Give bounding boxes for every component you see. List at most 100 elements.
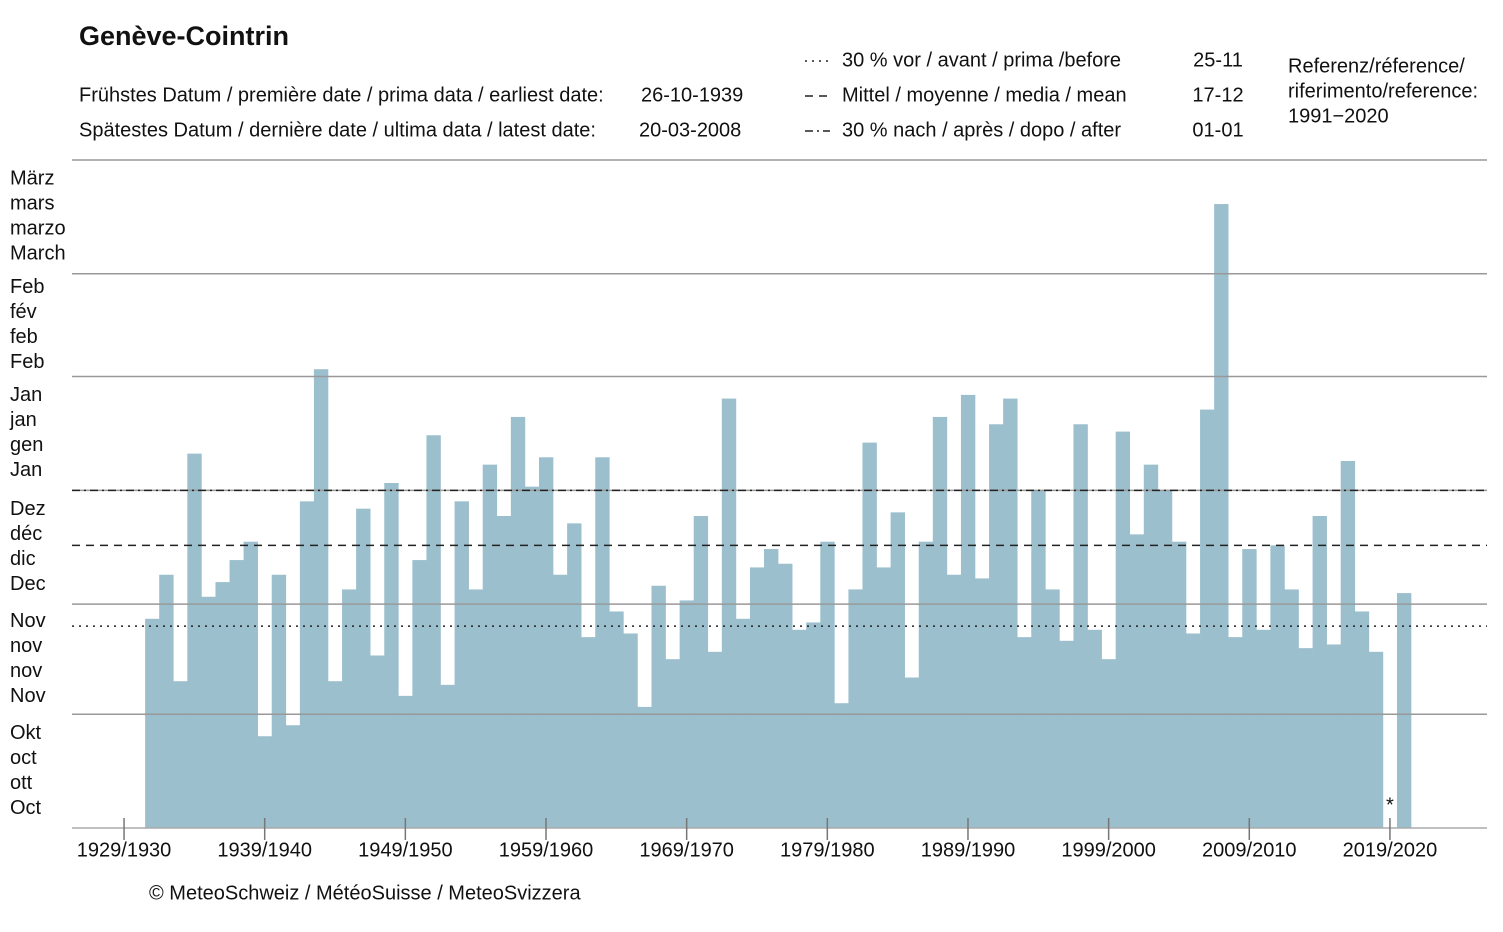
bar: [595, 457, 610, 828]
bar: [792, 629, 807, 828]
y-month-label: März: [10, 168, 54, 190]
y-month-label: Feb: [10, 276, 44, 298]
y-month-label: Jan: [10, 384, 42, 406]
bar: [327, 681, 343, 828]
y-month-label: nov: [10, 660, 42, 682]
bar: [1143, 464, 1159, 828]
annotation: *: [1386, 794, 1394, 816]
x-tick-label: 1989/1990: [921, 839, 1016, 861]
bar: [778, 563, 793, 828]
bar: [159, 574, 174, 828]
bar: [693, 516, 709, 828]
bar: [1157, 490, 1173, 828]
bar: [1256, 629, 1271, 828]
y-month-label: March: [10, 243, 66, 265]
x-tick-label: 1929/1930: [77, 839, 172, 861]
x-tick-label: 2019/2020: [1343, 839, 1438, 861]
bar: [1214, 204, 1229, 829]
y-month-label: Okt: [10, 722, 42, 744]
bar: [1228, 637, 1243, 828]
legend-label: Mittel / moyenne / media / mean: [842, 84, 1127, 106]
bar: [538, 457, 554, 828]
x-tick-label: 1959/1960: [499, 839, 594, 861]
bar: [665, 659, 680, 828]
bar: [412, 560, 427, 828]
earliest-label: Frühstes Datum / première date / prima d…: [79, 84, 604, 106]
bar: [243, 541, 258, 828]
x-tick-label: 1979/1980: [780, 839, 875, 861]
x-tick-label: 1949/1950: [358, 839, 453, 861]
bar: [496, 516, 512, 828]
bar: [581, 637, 596, 828]
bar: [1298, 648, 1313, 828]
bar: [1045, 589, 1060, 828]
y-month-label: fév: [10, 301, 37, 323]
bar: [567, 523, 582, 828]
bar: [313, 369, 329, 828]
y-month-label: Nov: [10, 610, 46, 632]
bar: [1031, 490, 1046, 828]
y-month-label: nov: [10, 635, 42, 657]
bar: [749, 567, 765, 828]
bar: [918, 541, 934, 828]
bar: [1115, 431, 1131, 828]
bar: [820, 541, 835, 828]
bar: [229, 560, 244, 828]
bar: [1368, 651, 1384, 828]
bar: [932, 416, 948, 828]
bar: [1284, 589, 1299, 828]
y-month-label: Oct: [10, 797, 42, 819]
bar: [707, 651, 723, 828]
bar: [398, 695, 413, 828]
y-month-label: marzo: [10, 218, 66, 240]
bar: [482, 464, 498, 828]
bar: [834, 703, 849, 828]
bar: [862, 442, 877, 828]
bar: [890, 512, 905, 828]
bar: [975, 578, 990, 828]
bar: [201, 596, 216, 828]
bar: [440, 684, 455, 828]
y-month-label: jan: [9, 409, 37, 431]
bar: [735, 618, 751, 828]
bar: [904, 677, 920, 828]
bar: [651, 585, 666, 828]
bar: [960, 394, 976, 828]
x-tick-label: 1939/1940: [217, 839, 312, 861]
bar: [1242, 549, 1257, 828]
bar: [1270, 545, 1285, 828]
bar: [946, 574, 962, 828]
copyright: © MeteoSchweiz / MétéoSuisse / MeteoSviz…: [149, 882, 581, 904]
bar: [553, 574, 568, 828]
bar: [299, 501, 315, 828]
y-month-label: Nov: [10, 685, 46, 707]
bar: [356, 508, 371, 828]
bar: [1017, 637, 1032, 828]
bar: [370, 655, 385, 828]
y-month-label: mars: [10, 193, 54, 215]
latest-date: 20-03-2008: [639, 119, 741, 141]
bar: [271, 574, 287, 828]
y-month-label: ott: [10, 772, 33, 794]
bar: [215, 582, 230, 828]
bar: [721, 398, 737, 828]
y-month-label: déc: [10, 523, 42, 545]
bar: [468, 589, 484, 828]
bar: [806, 622, 821, 828]
bar: [145, 618, 160, 828]
y-month-label: feb: [10, 326, 38, 348]
legend-label: 30 % nach / après / dopo / after: [842, 119, 1121, 141]
bar: [426, 435, 441, 828]
bar: [876, 567, 891, 828]
bar: [1003, 398, 1018, 828]
x-tick-label: 1969/1970: [639, 839, 734, 861]
bar: [848, 589, 863, 828]
bar: [1396, 593, 1412, 828]
reference-period: Referenz/réference/: [1288, 55, 1465, 77]
x-tick-label: 2009/2010: [1202, 839, 1297, 861]
y-month-label: Dec: [10, 573, 46, 595]
legend-date: 25-11: [1193, 49, 1243, 71]
x-tick-label: 1999/2000: [1061, 839, 1156, 861]
bar: [1171, 541, 1187, 828]
bar: [1087, 629, 1102, 828]
